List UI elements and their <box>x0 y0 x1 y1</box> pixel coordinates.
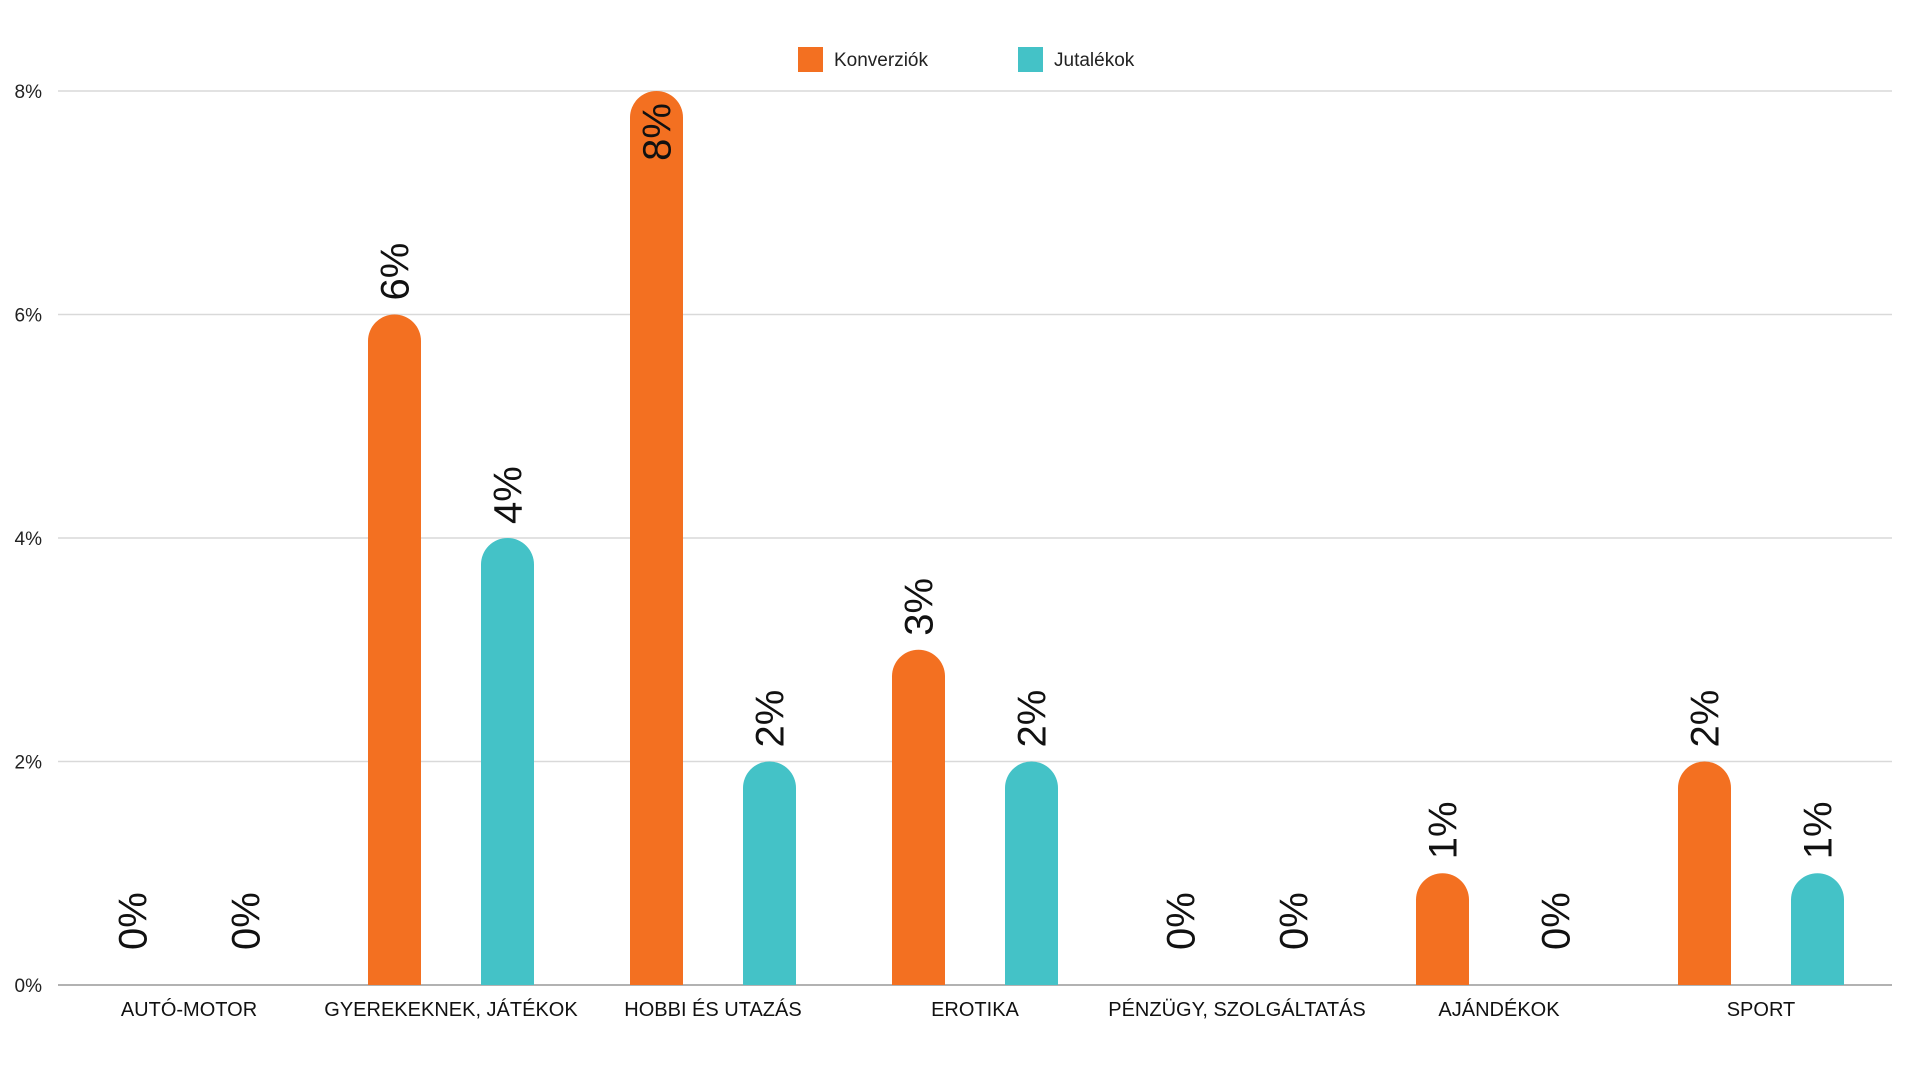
x-category-label: GYEREKEKNEK, JÁTÉKOK <box>324 998 578 1021</box>
data-label: 0% <box>1273 892 1317 950</box>
data-label: 2% <box>749 690 793 748</box>
bar-conversions[interactable] <box>1416 873 1469 985</box>
bar-commissions[interactable] <box>481 538 534 985</box>
x-category-label: AJÁNDÉKOK <box>1438 998 1560 1021</box>
y-tick-label: 6% <box>15 306 43 327</box>
data-label: 0% <box>1535 892 1579 950</box>
data-label: 0% <box>112 892 156 950</box>
bars <box>368 91 1844 985</box>
data-label: 2% <box>1684 690 1728 748</box>
x-category-label: PÉNZÜGY, SZOLGÁLTATÁS <box>1108 998 1365 1021</box>
bar-commissions[interactable] <box>1791 873 1844 985</box>
bar-conversions[interactable] <box>368 314 421 986</box>
legend-swatch-conversions <box>798 47 823 72</box>
bar-conversions[interactable] <box>1678 761 1731 986</box>
data-label: 6% <box>374 243 418 301</box>
y-tick-label: 0% <box>15 976 43 997</box>
x-category-label: AUTÓ-MOTOR <box>121 998 257 1021</box>
y-axis: 0% 2% 4% 6% 8% <box>15 82 43 997</box>
x-category-label: EROTIKA <box>931 999 1019 1021</box>
legend-item-conversions[interactable]: Konverziók <box>798 47 928 72</box>
bar-conversions[interactable] <box>630 91 683 985</box>
legend-swatch-commissions <box>1018 47 1043 72</box>
legend-item-commissions[interactable]: Jutalékok <box>1018 47 1135 72</box>
data-label: 8% <box>636 103 680 161</box>
legend-label-commissions: Jutalékok <box>1054 50 1135 71</box>
legend: Konverziók Jutalékok <box>798 47 1135 72</box>
y-tick-label: 4% <box>15 529 43 550</box>
bar-commissions[interactable] <box>1005 761 1058 986</box>
data-label: 1% <box>1797 801 1841 859</box>
data-labels: 0% 0% 6% 4% 8% 2% 3% 2% 0% 0% 1% 0% 2% 1% <box>112 103 1841 950</box>
x-category-label: SPORT <box>1727 999 1796 1021</box>
x-category-label: HOBBI ÉS UTAZÁS <box>624 998 801 1021</box>
data-label: 0% <box>1160 892 1204 950</box>
gridlines <box>58 90 1892 986</box>
data-label: 1% <box>1422 801 1466 859</box>
legend-label-conversions: Konverziók <box>834 50 928 71</box>
x-axis: AUTÓ-MOTOR GYEREKEKNEK, JÁTÉKOK HOBBI ÉS U… <box>121 998 1795 1021</box>
y-tick-label: 2% <box>15 753 43 774</box>
data-label: 4% <box>487 466 531 524</box>
data-label: 0% <box>225 892 269 950</box>
bar-commissions[interactable] <box>743 761 796 986</box>
y-tick-label: 8% <box>15 82 43 103</box>
data-label: 3% <box>898 578 942 636</box>
bar-conversions[interactable] <box>892 649 945 985</box>
data-label: 2% <box>1011 690 1055 748</box>
